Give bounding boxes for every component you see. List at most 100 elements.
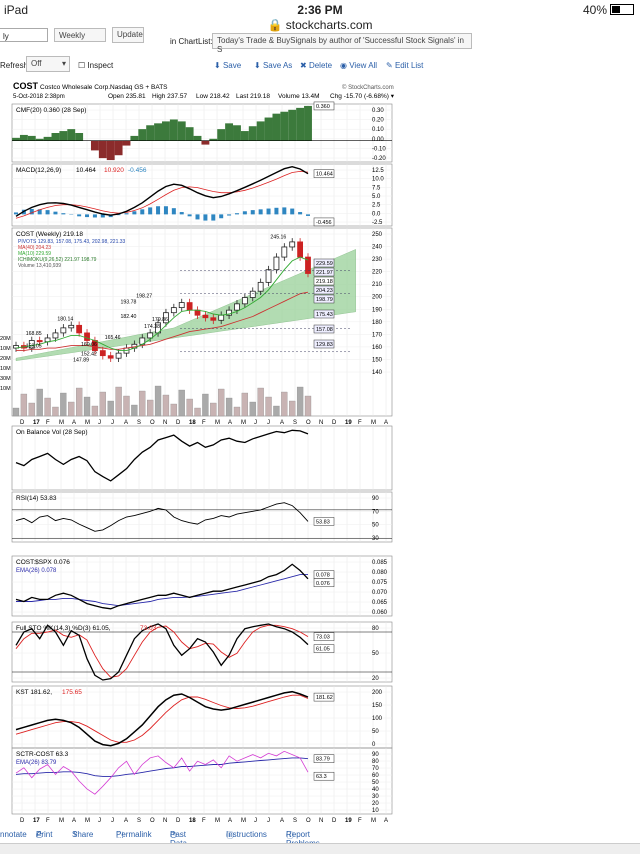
month-label: 18 xyxy=(189,420,196,426)
exchange-label: Nasdaq GS + BATS xyxy=(110,84,168,91)
cmf-bar xyxy=(249,126,257,141)
save-button[interactable]: ⬇ Save xyxy=(214,61,241,70)
refresh-select[interactable]: Off▾ xyxy=(26,56,70,72)
price-candle xyxy=(100,351,105,356)
month-label: M xyxy=(215,420,220,426)
sctr-frame xyxy=(12,748,392,814)
price-legend-entry: Volume 13,410,939 xyxy=(18,263,61,269)
sctr-ytick: 80 xyxy=(372,759,379,765)
price-ytick: 190 xyxy=(372,307,383,313)
macd-hist-bar xyxy=(227,214,231,215)
sto-d-value: 73.03 xyxy=(140,625,157,632)
macd-ytick: 7.5 xyxy=(372,185,381,191)
macd-hist-bar xyxy=(267,209,271,215)
chartlist-select[interactable]: Today's Trade & BuySignals by author of … xyxy=(212,33,472,49)
price-candle xyxy=(282,247,287,257)
x-icon: ✖ xyxy=(300,61,307,70)
sto-ytick: 80 xyxy=(372,626,379,632)
macd-ytick: 10.0 xyxy=(372,177,384,183)
ichimoku-cloud xyxy=(16,249,356,360)
cmf-bar xyxy=(99,141,107,158)
macd-hist-last-label: -0.456 xyxy=(316,220,332,226)
price-candle xyxy=(242,298,247,304)
update-button[interactable]: Update xyxy=(112,27,144,43)
macd-hist-bar xyxy=(93,214,97,217)
price-ytick: 160 xyxy=(372,345,383,351)
sctr-ytick: 40 xyxy=(372,787,379,793)
bar-open: Open 235.81 xyxy=(108,93,146,100)
save-as-button[interactable]: ⬇ Save As xyxy=(254,61,292,70)
price-ytick: 230 xyxy=(372,257,383,263)
price-title: COST (Weekly) 219.18 xyxy=(16,231,83,238)
delete-button[interactable]: ✖ Delete xyxy=(300,61,332,70)
macd-hist-bar xyxy=(251,210,255,214)
cmf-bar xyxy=(146,125,154,140)
ratio-ytick: 0.080 xyxy=(372,570,388,576)
volume-bar xyxy=(123,396,129,416)
price-ytick: 200 xyxy=(372,295,383,301)
price-candle xyxy=(171,308,176,313)
rsi-ytick: 90 xyxy=(372,496,379,502)
macd-hist-bar xyxy=(282,207,286,214)
volume-bar xyxy=(266,397,272,416)
weekly-select[interactable]: Weekly xyxy=(54,28,106,42)
cmf-bar xyxy=(67,129,75,141)
volume-bar xyxy=(273,406,279,416)
volume-bar xyxy=(76,388,82,416)
view-all-button[interactable]: ◉ View All xyxy=(340,61,377,70)
month-label-bottom: D xyxy=(176,818,181,824)
price-candle xyxy=(53,333,58,338)
cmf-bar xyxy=(107,141,115,160)
sctr-last-label: 63.3 xyxy=(316,774,327,780)
macd-hist-bar xyxy=(85,214,89,217)
price-right-label: 198.79 xyxy=(316,297,333,303)
cmf-bar xyxy=(194,136,202,141)
macd-hist-bar xyxy=(196,214,200,219)
month-label-bottom: 18 xyxy=(189,818,196,824)
cmf-bar xyxy=(272,114,280,141)
volume-bar xyxy=(242,393,248,416)
price-ytick: 180 xyxy=(372,320,383,326)
period-input[interactable]: ly xyxy=(0,28,48,42)
month-label-bottom: 17 xyxy=(33,818,40,824)
price-candle xyxy=(37,340,42,341)
price-ytick: 240 xyxy=(372,245,383,251)
month-label-bottom: D xyxy=(20,818,25,824)
stock-chart[interactable]: COST Costco Wholesale Corp. Nasdaq GS + … xyxy=(0,80,640,826)
price-annotation: 180.14 xyxy=(57,317,73,323)
price-candle xyxy=(298,242,303,257)
refresh-select-value: Off xyxy=(31,59,42,68)
edit-list-button[interactable]: ✎ Edit List xyxy=(386,61,423,70)
rsi-ytick: 50 xyxy=(372,523,379,529)
volume-axis-label: 20M xyxy=(0,356,11,362)
cmf-bar xyxy=(75,133,83,141)
month-label: A xyxy=(124,420,128,426)
macd-hist-bar xyxy=(132,211,136,214)
month-label: O xyxy=(150,420,155,426)
volume-bar xyxy=(297,387,303,416)
price-candle xyxy=(234,304,239,310)
volume-bar xyxy=(226,398,232,416)
price-annotation: 193.78 xyxy=(120,299,136,305)
footer-toolbar: nnotate ⎙Print ⇪ Share ⬚ Permalink ◷Past… xyxy=(0,826,640,840)
inspect-toggle[interactable]: ☐ Inspect xyxy=(78,61,113,70)
volume-axis-label: 30M xyxy=(0,376,11,382)
macd-hist-value: -0.456 xyxy=(128,167,147,174)
cmf-ytick: 0.10 xyxy=(372,127,384,133)
month-label: N xyxy=(163,420,167,426)
share-label: Share xyxy=(72,830,93,839)
month-label-bottom: J xyxy=(111,818,114,824)
volume-bar xyxy=(305,396,311,416)
cmf-bar xyxy=(296,108,304,141)
macd-hist-bar xyxy=(219,214,223,218)
month-label-bottom: O xyxy=(306,818,311,824)
volume-bar xyxy=(52,407,58,416)
month-label-bottom: S xyxy=(293,818,297,824)
volume-bar xyxy=(45,398,51,416)
macd-hist-bar xyxy=(46,210,50,214)
battery-percent: 40% xyxy=(583,3,607,17)
symbol-label: COST xyxy=(13,81,39,91)
cmf-bar xyxy=(186,127,194,141)
macd-hist-bar xyxy=(274,208,278,215)
rsi-ytick: 70 xyxy=(372,509,379,515)
